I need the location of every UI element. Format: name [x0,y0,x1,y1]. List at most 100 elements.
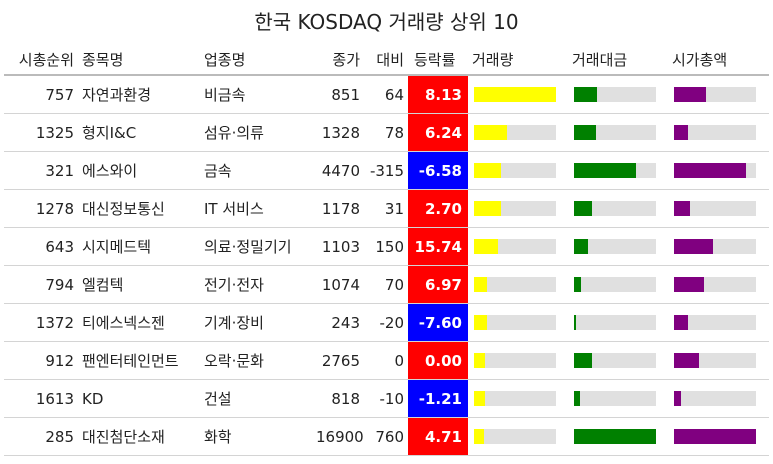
cell-diff: 64 [364,75,408,114]
trade-value-bar-track [574,353,656,368]
cell-close: 1103 [312,227,364,266]
cell-close: 851 [312,75,364,114]
trade-value-bar [574,201,592,216]
table-row: 757 자연과환경 비금속 851 64 8.13 [4,75,769,114]
cell-name: 자연과환경 [78,75,200,114]
cell-market-cap-bar [668,417,769,456]
volume-bar [474,201,501,216]
trade-value-bar [574,315,576,330]
volume-bar [474,125,507,140]
trade-value-bar-track [574,277,656,292]
market-cap-bar-track [674,429,756,444]
table-row: 794 엘컴텍 전기·전자 1074 70 6.97 [4,265,769,304]
market-cap-bar [674,429,756,444]
header-trade-value: 거래대금 [568,44,668,76]
cell-name: 형지I&C [78,113,200,152]
table-row: 912 팬엔터테인먼트 오락·문화 2765 0 0.00 [4,341,769,380]
volume-bar-track [474,163,556,178]
cell-close: 818 [312,379,364,418]
cell-market-cap-bar [668,189,769,228]
market-cap-bar-track [674,315,756,330]
cell-diff: 31 [364,189,408,228]
cell-rate: -7.60 [408,303,468,342]
cell-rank: 794 [4,265,78,304]
volume-bar-track [474,429,556,444]
cell-sector: 비금속 [200,75,312,114]
cell-market-cap-bar [668,303,769,342]
market-cap-bar-track [674,87,756,102]
trade-value-bar-track [574,239,656,254]
cell-rank: 643 [4,227,78,266]
cell-diff: 0 [364,341,408,380]
header-sector: 업종명 [200,44,312,76]
trade-value-bar-track [574,391,656,406]
trade-value-bar-track [574,163,656,178]
cell-trade-value-bar [568,379,668,418]
trade-value-bar [574,391,580,406]
trade-value-bar [574,353,592,368]
header-rate: 등락률 [408,44,468,76]
cell-rate: -6.58 [408,151,468,190]
volume-bar [474,353,485,368]
cell-volume-bar [468,151,568,190]
cell-name: 시지메드텍 [78,227,200,266]
trade-value-bar [574,87,597,102]
cell-sector: 기계·장비 [200,303,312,342]
trade-value-bar-track [574,201,656,216]
volume-bar [474,391,485,406]
cell-sector: 전기·전자 [200,265,312,304]
table-row: 1278 대신정보통신 IT 서비스 1178 31 2.70 [4,189,769,228]
cell-trade-value-bar [568,417,668,456]
cell-volume-bar [468,265,568,304]
cell-sector: 섬유·의류 [200,113,312,152]
cell-volume-bar [468,189,568,228]
cell-volume-bar [468,113,568,152]
market-cap-bar [674,239,713,254]
cell-sector: 건설 [200,379,312,418]
cell-trade-value-bar [568,341,668,380]
cell-diff: 150 [364,227,408,266]
market-cap-bar [674,353,699,368]
market-cap-bar-track [674,125,756,140]
table-row: 321 에스와이 금속 4470 -315 -6.58 [4,151,769,190]
table-row: 1372 티에스넥스젠 기계·장비 243 -20 -7.60 [4,303,769,342]
table-row: 285 대진첨단소재 화학 16900 760 4.71 [4,417,769,456]
volume-bar [474,429,484,444]
cell-market-cap-bar [668,379,769,418]
volume-bar-track [474,125,556,140]
market-cap-bar [674,201,690,216]
trade-value-bar [574,277,581,292]
cell-sector: 금속 [200,151,312,190]
volume-bar-track [474,87,556,102]
volume-bar-track [474,353,556,368]
cell-sector: 화학 [200,417,312,456]
cell-market-cap-bar [668,151,769,190]
cell-diff: -10 [364,379,408,418]
cell-volume-bar [468,75,568,114]
trade-value-bar [574,163,636,178]
market-cap-bar-track [674,391,756,406]
cell-close: 1178 [312,189,364,228]
header-market-cap: 시가총액 [668,44,769,76]
cell-diff: 78 [364,113,408,152]
header-row: 시총순위 종목명 업종명 종가 대비 등락률 거래량 거래대금 시가총액 [4,44,769,76]
cell-trade-value-bar [568,113,668,152]
cell-sector: 의료·정밀기기 [200,227,312,266]
table-row: 1325 형지I&C 섬유·의류 1328 78 6.24 [4,113,769,152]
header-close: 종가 [312,44,364,76]
market-cap-bar [674,125,688,140]
cell-name: 대신정보통신 [78,189,200,228]
cell-rate: 0.00 [408,341,468,380]
cell-diff: -315 [364,151,408,190]
cell-market-cap-bar [668,113,769,152]
cell-name: KD [78,379,200,418]
cell-rank: 285 [4,417,78,456]
cell-name: 에스와이 [78,151,200,190]
volume-bar-track [474,277,556,292]
cell-trade-value-bar [568,75,668,114]
cell-diff: 760 [364,417,408,456]
cell-market-cap-bar [668,265,769,304]
cell-diff: -20 [364,303,408,342]
volume-bar [474,315,487,330]
volume-bar [474,87,556,102]
